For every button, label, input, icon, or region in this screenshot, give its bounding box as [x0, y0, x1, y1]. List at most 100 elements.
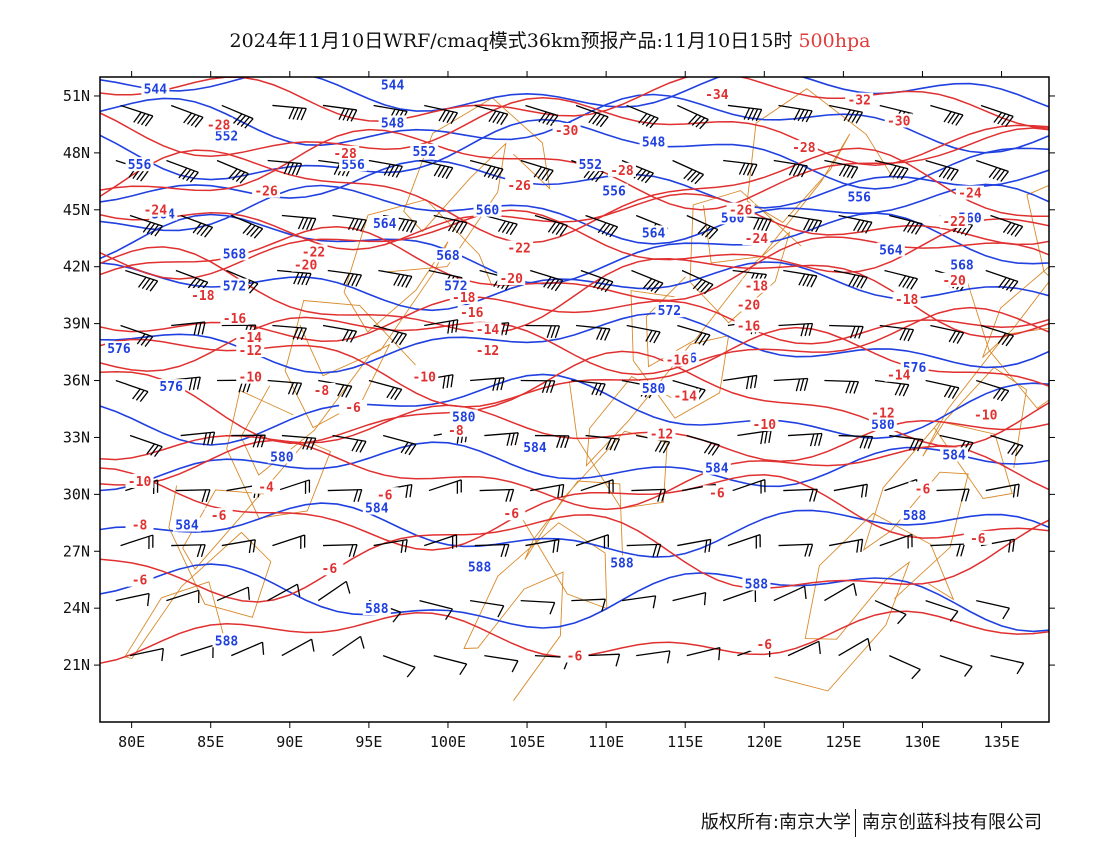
- contour-label-bg: [734, 318, 763, 333]
- contour-value-label: 588: [903, 509, 927, 524]
- contour-line: [100, 404, 1049, 463]
- contour-value-label: -16: [460, 306, 484, 321]
- contour-value-label: 580: [642, 382, 666, 397]
- contour-label-bg: [410, 143, 439, 158]
- contour-label-bg: [473, 202, 502, 217]
- wind-barb: [829, 104, 864, 124]
- contour-value-label: 544: [381, 78, 405, 93]
- wind-barb: [166, 159, 199, 183]
- wind-barb: [732, 478, 766, 494]
- contour-value-label: -12: [871, 407, 894, 422]
- contour-value-label: 552: [215, 130, 238, 145]
- wind-barb: [585, 434, 620, 451]
- contour-label-bg: [955, 185, 984, 200]
- wind-barb: [778, 104, 813, 123]
- contour-label-bg: [845, 92, 874, 107]
- wind-barb: [585, 214, 619, 238]
- wind-barb: [327, 488, 363, 503]
- contour-label-bg: [734, 297, 763, 312]
- contour-label-bg: [362, 500, 391, 515]
- wind-barb: [575, 534, 609, 549]
- wind-barb: [939, 654, 973, 677]
- wind-barb: [479, 488, 515, 502]
- contour-value-label: 556: [847, 190, 871, 205]
- contour-label-bg: [868, 417, 897, 432]
- contour-value-label: -16: [737, 319, 761, 334]
- contour-label-bg: [948, 257, 977, 272]
- lat-label: 48N: [63, 144, 90, 162]
- contour-label-bg: [125, 517, 154, 532]
- wind-barb: [382, 434, 417, 456]
- wind-barb: [874, 599, 907, 625]
- boundary-line: [299, 199, 493, 377]
- contour-label-bg: [331, 145, 360, 160]
- wind-barb: [433, 214, 468, 234]
- wind-barb: [575, 104, 609, 128]
- contour-value-label: -14: [476, 323, 500, 338]
- contour-label-bg: [370, 487, 399, 502]
- wind-barb: [727, 534, 761, 549]
- contour-label-bg: [410, 369, 439, 384]
- wind-barb: [129, 214, 163, 237]
- lon-label: 110E: [588, 733, 624, 751]
- contour-value-label: -6: [970, 532, 986, 547]
- contour-value-label: 584: [175, 519, 199, 534]
- wind-barb: [317, 580, 351, 602]
- contour-value-label: -16: [223, 312, 247, 327]
- contour-label-bg: [370, 215, 399, 230]
- lon-label: 80E: [118, 733, 145, 751]
- wind-barb: [525, 324, 561, 339]
- lat-label: 45N: [63, 201, 90, 219]
- contour-label-bg: [884, 113, 913, 128]
- contour-label-bg: [204, 117, 233, 132]
- contour-line: [100, 502, 1049, 558]
- contour-value-label: 556: [602, 185, 626, 200]
- contour-line: [100, 514, 1049, 603]
- wind-barb: [783, 488, 818, 502]
- wind-barb: [216, 159, 249, 184]
- wind-barb: [773, 377, 809, 392]
- contour-line: [100, 350, 1049, 448]
- contour-value-label: -14: [673, 390, 697, 405]
- wind-barb: [930, 324, 965, 344]
- wind-barb: [221, 104, 254, 129]
- contour-label-bg: [473, 343, 502, 358]
- contour-label-bg: [125, 473, 154, 488]
- wind-barb: [120, 104, 154, 127]
- wind-barb: [433, 654, 468, 676]
- wind-barb: [636, 650, 671, 664]
- contour-label-bg: [307, 382, 336, 397]
- contour-label-bg: [141, 202, 170, 217]
- wind-barb: [171, 321, 206, 336]
- contour-value-label: -28: [792, 141, 816, 156]
- wind-barb: [980, 324, 1014, 347]
- contour-value-label: -26: [507, 179, 531, 194]
- wind-barb: [534, 214, 568, 237]
- contour-value-label: -28: [333, 147, 357, 162]
- wind-barb: [115, 379, 149, 403]
- wind-barb: [778, 322, 814, 337]
- wind-barb: [332, 214, 367, 232]
- wind-barb: [424, 534, 458, 549]
- wind-barb: [520, 159, 554, 182]
- wind-barb: [368, 379, 403, 401]
- contour-label-bg: [876, 242, 905, 257]
- contour-line: [100, 147, 1049, 244]
- contour-value-label: 560: [476, 204, 500, 219]
- copyright-footer: 版权所有:南京大学 南京创蓝科技有限公司: [701, 808, 1042, 837]
- contour-value-label: 572: [223, 280, 246, 295]
- wind-barb: [525, 104, 559, 127]
- wind-barb: [166, 589, 200, 603]
- wind-barb: [129, 647, 164, 662]
- lon-label: 95E: [355, 733, 382, 751]
- contour-label-bg: [702, 460, 731, 475]
- wind-barb: [783, 269, 818, 288]
- wind-barb: [874, 379, 910, 397]
- wind-barb: [990, 434, 1024, 457]
- contour-value-label: 548: [381, 116, 405, 131]
- contour-label-bg: [600, 183, 629, 198]
- contour-label-bg: [789, 140, 818, 155]
- contour-value-label: 552: [412, 145, 435, 160]
- lon-label: 120E: [746, 733, 782, 751]
- contour-value-label: 556: [128, 158, 152, 173]
